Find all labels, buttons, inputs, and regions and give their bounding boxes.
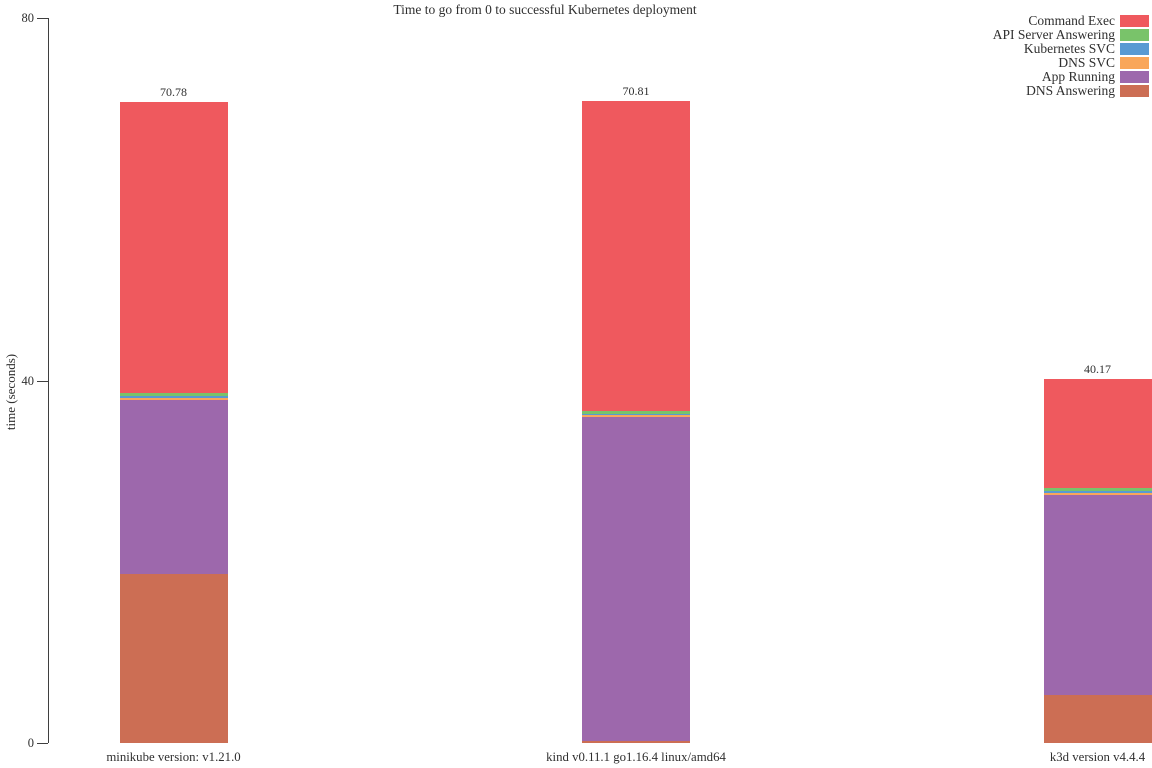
bar-1-segment-api-server-answering	[119, 392, 228, 397]
legend-label: API Server Answering	[992, 27, 1115, 42]
bar-1-segment-dns-svc	[119, 397, 228, 401]
y-tick-label-40: 40	[21, 373, 35, 388]
y-tick-mark-80	[37, 18, 48, 19]
bar-1-segment-kubernetes-svc	[119, 396, 228, 398]
bar-3-total-label: 40.17	[1084, 361, 1111, 376]
bar-3-segment-app-running	[1043, 494, 1152, 695]
y-axis-title: time (seconds)	[3, 353, 18, 431]
legend-entry-app-running: App Running	[993, 70, 1149, 84]
x-tick-label-2: kind v0.11.1 go1.16.4 linux/amd64	[546, 750, 726, 764]
bar-3-segment-api-server-answering	[1043, 487, 1152, 491]
legend-entry-kubernetes-svc: Kubernetes SVC	[993, 42, 1149, 56]
bar-2-segment-app-running	[582, 417, 690, 742]
bar-2-segment-dns-svc	[582, 415, 690, 418]
y-tick-mark-0	[37, 743, 48, 744]
bar-3-segment-command-exec	[1043, 378, 1152, 488]
legend-entry-command-exec: Command Exec	[993, 14, 1149, 28]
bar-2-total-label: 70.81	[622, 84, 650, 99]
bar-2-segment-kubernetes-svc	[582, 413, 690, 416]
legend-label: App Running	[1041, 69, 1115, 84]
x-tick-label-1: minikube version: v1.21.0	[106, 750, 241, 764]
legend: Command Exec API Server Answering Kubernet…	[993, 14, 1149, 98]
bar-2-segment-dns-answering	[582, 741, 690, 743]
legend-swatch-dns-answering	[1120, 85, 1149, 97]
legend-swatch-command-exec	[1120, 15, 1149, 27]
y-axis-line	[48, 18, 49, 743]
bar-1-segment-dns-answering	[119, 573, 228, 743]
bar-3-segment-kubernetes-svc	[1043, 490, 1152, 493]
legend-swatch-dns-svc	[1120, 57, 1149, 69]
legend-swatch-api-server-answering	[1120, 29, 1149, 41]
bar-1-segment-command-exec	[119, 101, 228, 393]
bar-1-segment-app-running	[119, 400, 228, 574]
bar-1-total-label: 70.78	[160, 84, 187, 99]
chart-title: Time to go from 0 to successful Kubernet…	[393, 2, 697, 17]
legend-swatch-app-running	[1120, 71, 1149, 83]
bar-2-segment-api-server-answering	[582, 410, 690, 414]
legend-entry-api-server-answering: API Server Answering	[993, 28, 1149, 42]
bar-3-segment-dns-answering	[1043, 694, 1152, 743]
bar-3-segment-dns-svc	[1043, 492, 1152, 495]
legend-label: DNS Answering	[1026, 83, 1115, 98]
y-tick-label-0: 0	[27, 736, 34, 750]
y-tick-label-80: 80	[21, 11, 35, 25]
legend-entry-dns-svc: DNS SVC	[993, 56, 1149, 70]
legend-label: Kubernetes SVC	[1023, 41, 1115, 56]
legend-label: Command Exec	[1028, 13, 1115, 28]
legend-label: DNS SVC	[1058, 55, 1115, 70]
bar-2-segment-command-exec	[582, 101, 690, 411]
legend-entry-dns-answering: DNS Answering	[993, 84, 1149, 98]
x-tick-label-3: k3d version v4.4.4	[1049, 750, 1146, 764]
legend-swatch-kubernetes-svc	[1120, 43, 1149, 55]
y-tick-mark-40	[37, 380, 48, 382]
